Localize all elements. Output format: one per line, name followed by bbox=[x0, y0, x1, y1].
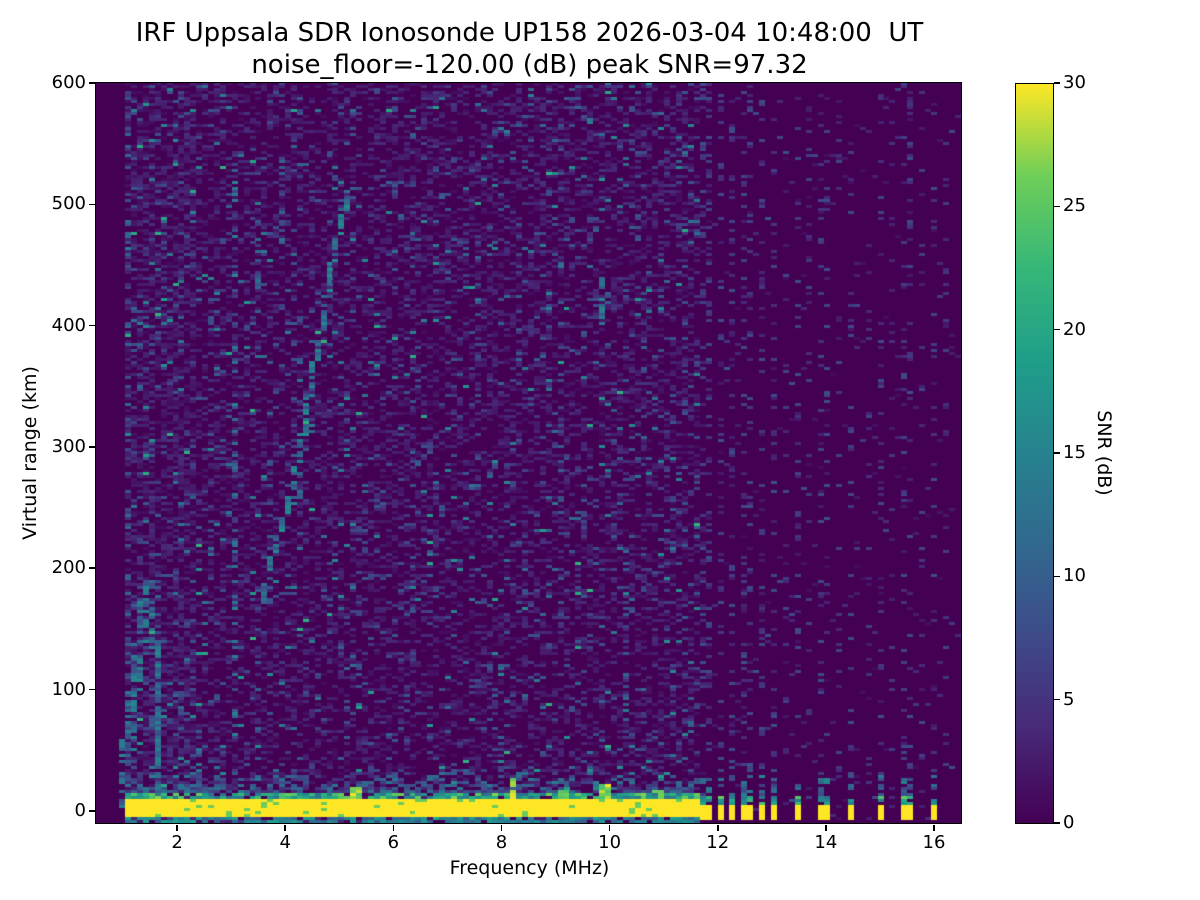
y-tick-mark bbox=[88, 82, 95, 84]
colorbar-tick-mark bbox=[1054, 575, 1060, 578]
colorbar-tick-label: 0 bbox=[1063, 812, 1075, 833]
colorbar-tick-mark bbox=[1054, 328, 1060, 331]
y-tick-label: 400 bbox=[51, 314, 86, 336]
x-tick-mark bbox=[716, 824, 719, 831]
colorbar-tick-mark bbox=[1054, 822, 1060, 824]
title-line1: IRF Uppsala SDR Ionosonde UP158 2026-03-… bbox=[135, 18, 924, 48]
colorbar-tick-mark bbox=[1054, 452, 1060, 454]
x-axis-label: Frequency (MHz) bbox=[449, 857, 610, 879]
colorbar-tick-label: 25 bbox=[1063, 195, 1086, 217]
colorbar-tick-mark bbox=[1054, 698, 1060, 701]
y-tick-mark bbox=[88, 810, 95, 812]
colorbar-tick-label: 5 bbox=[1063, 688, 1075, 710]
y-tick-label: 100 bbox=[51, 678, 86, 700]
y-tick-label: 300 bbox=[51, 435, 86, 457]
x-tick-mark bbox=[284, 824, 286, 831]
x-tick-label: 4 bbox=[279, 832, 291, 853]
y-tick-label: 200 bbox=[51, 557, 86, 579]
colorbar-tick-label: 30 bbox=[1063, 72, 1086, 93]
y-tick-mark bbox=[88, 324, 95, 327]
x-tick-mark bbox=[176, 824, 178, 831]
ionogram-heatmap bbox=[96, 83, 961, 823]
x-tick-mark bbox=[500, 824, 503, 831]
colorbar-label: SNR (dB) bbox=[1093, 410, 1115, 496]
x-tick-label: 16 bbox=[922, 832, 946, 853]
x-tick-label: 10 bbox=[598, 832, 622, 853]
x-tick-label: 14 bbox=[814, 832, 838, 853]
colorbar bbox=[1015, 83, 1054, 824]
x-tick-label: 8 bbox=[495, 832, 508, 853]
y-tick-mark bbox=[88, 203, 95, 206]
colorbar-tick-label: 10 bbox=[1063, 565, 1086, 587]
plot-title: IRF Uppsala SDR Ionosonde UP158 2026-03-… bbox=[96, 17, 963, 81]
x-tick-mark bbox=[933, 824, 935, 831]
colorbar-tick-mark bbox=[1054, 82, 1060, 84]
x-tick-mark bbox=[608, 824, 611, 831]
x-tick-mark bbox=[392, 824, 395, 831]
x-tick-label: 6 bbox=[387, 832, 400, 853]
y-tick-label: 500 bbox=[51, 193, 86, 215]
x-tick-mark bbox=[825, 824, 827, 831]
colorbar-tick-mark bbox=[1054, 205, 1060, 208]
y-tick-label: 0 bbox=[74, 799, 86, 821]
y-tick-mark bbox=[88, 567, 95, 570]
colorbar-tick-label: 20 bbox=[1063, 318, 1086, 340]
y-tick-mark bbox=[88, 688, 95, 691]
x-tick-label: 12 bbox=[706, 832, 730, 853]
title-line2: noise_floor=-120.00 (dB) peak SNR=97.32 bbox=[251, 50, 808, 80]
y-tick-mark bbox=[88, 446, 95, 448]
colorbar-tick-label: 15 bbox=[1063, 442, 1086, 463]
x-tick-label: 2 bbox=[171, 832, 183, 853]
y-tick-label: 600 bbox=[51, 72, 86, 93]
ionogram-plot-area bbox=[95, 82, 962, 824]
